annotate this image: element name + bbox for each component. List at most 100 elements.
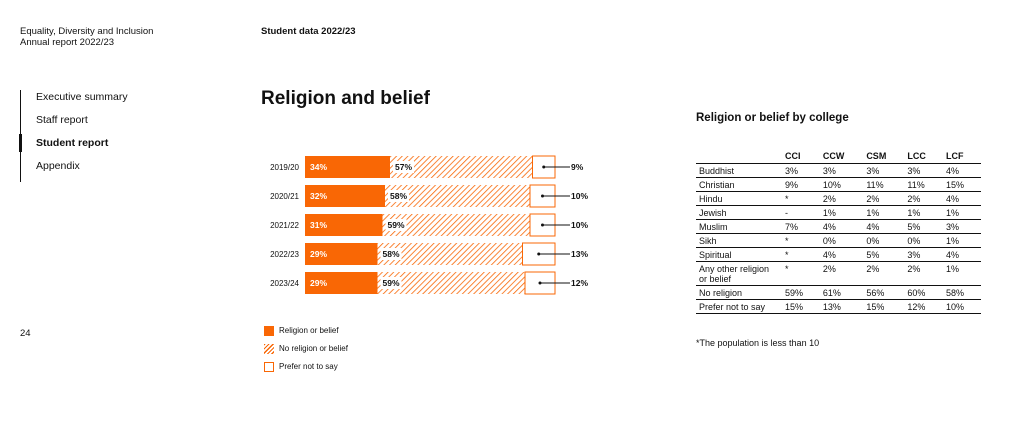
table-cell: 2% [819, 191, 864, 206]
table-cell: 3% [943, 219, 981, 234]
religion-by-college-table: CCI CCW CSM LCC LCF Buddhist 3% 3% 3% 3% 4% Christ… [696, 150, 981, 314]
section-nav: Executive summary Staff report Student r… [19, 90, 128, 182]
data-label-bg [380, 277, 402, 289]
table-cell: 2% [904, 261, 944, 286]
table-cell: 3% [819, 163, 864, 178]
table-row: Spiritual * 4% 5% 3% 4% [696, 247, 981, 262]
data-label: 31% [310, 220, 327, 230]
data-label: 59% [382, 278, 399, 288]
data-label: 10% [571, 191, 588, 201]
table-cell: 2% [863, 261, 905, 286]
table-cell: 0% [863, 233, 905, 248]
nav-item-executive-summary[interactable]: Executive summary [36, 91, 128, 103]
table-cell: 2% [904, 191, 944, 206]
data-label-bg [380, 248, 402, 260]
table-cell: 0% [819, 233, 864, 248]
table-cell: 10% [819, 177, 864, 192]
table-cell: 9% [782, 177, 820, 192]
table-row: Hindu * 2% 2% 2% 4% [696, 191, 981, 206]
table-cell: 4% [863, 219, 905, 234]
legend-swatch-prefer-not [264, 361, 274, 372]
table-row: Prefer not to say 15% 13% 15% 12% 10% [696, 299, 981, 314]
column-header-cci: CCI [782, 150, 820, 164]
table-cell: 15% [782, 299, 820, 314]
data-label: 10% [571, 220, 588, 230]
table-cell: 2% [819, 261, 864, 286]
table-cell: 5% [904, 219, 944, 234]
bar-religion [305, 272, 378, 294]
table-cell: 2% [863, 191, 905, 206]
table-cell: 3% [904, 163, 944, 178]
data-label-bg [393, 161, 414, 173]
legend-swatch-religion [264, 325, 274, 336]
table-cell: * [782, 261, 820, 286]
table-cell: 4% [819, 219, 864, 234]
legend-swatch-no-religion [264, 343, 274, 354]
table-title: Religion or belief by college [696, 112, 849, 124]
nav-item-appendix[interactable]: Appendix [36, 160, 80, 172]
report-title-line1: Equality, Diversity and Inclusion [20, 26, 154, 37]
category-label: 2019/20 [270, 163, 299, 172]
table-cell: * [782, 191, 820, 206]
data-label: 58% [382, 249, 399, 259]
bar-religion [305, 156, 390, 178]
nav-item-staff-report[interactable]: Staff report [36, 114, 88, 126]
row-label: Buddhist [696, 163, 782, 178]
table-cell: 15% [943, 177, 981, 192]
table-cell: - [782, 205, 820, 220]
table-cell: 1% [819, 205, 864, 220]
table-cell: * [782, 247, 820, 262]
table-cell: 60% [904, 285, 944, 300]
table-cell: 58% [943, 285, 981, 300]
table-cell: 13% [819, 299, 864, 314]
bar-no-religion [390, 156, 533, 178]
legend-item-religion: Religion or belief [264, 325, 348, 336]
data-label: 12% [571, 278, 588, 288]
bar-religion [305, 214, 383, 236]
table-row: Muslim 7% 4% 4% 5% 3% [696, 219, 981, 234]
legend-label-no-religion: No religion or belief [279, 344, 348, 353]
row-label: Any other religion or belief [696, 261, 782, 286]
table-row: Christian 9% 10% 11% 11% 15% [696, 177, 981, 192]
table-cell: 0% [904, 233, 944, 248]
nav-item-student-report[interactable]: Student report [19, 134, 128, 159]
table-header-row: CCI CCW CSM LCC LCF [696, 150, 981, 164]
category-label: 2022/23 [270, 250, 299, 259]
table-row: Buddhist 3% 3% 3% 3% 4% [696, 163, 981, 178]
page-title: Religion and belief [261, 88, 430, 109]
table-row: No religion 59% 61% 56% 60% 58% [696, 285, 981, 300]
table-cell: 10% [943, 299, 981, 314]
table-cell: 4% [943, 191, 981, 206]
row-label: Jewish [696, 205, 782, 220]
table-cell: 3% [863, 163, 905, 178]
table-cell: 1% [943, 233, 981, 248]
table-cell: 11% [904, 177, 944, 192]
column-header-lcc: LCC [904, 150, 944, 164]
table-cell: 15% [863, 299, 905, 314]
bar-no-religion [377, 272, 525, 294]
legend-label-religion: Religion or belief [279, 326, 339, 335]
table-cell: 1% [943, 205, 981, 220]
table-cell: 11% [863, 177, 905, 192]
column-header-label [696, 150, 782, 164]
table-cell: * [782, 233, 820, 248]
bar-religion [305, 185, 385, 207]
row-label: No religion [696, 285, 782, 300]
bar-no-religion [382, 214, 530, 236]
table-cell: 4% [819, 247, 864, 262]
bar-no-religion [377, 243, 523, 265]
table-row: Jewish -1% 1% 1% 1% [696, 205, 981, 220]
table-row: Any other religion or belief * 2% 2% 2% 1% [696, 261, 981, 286]
data-label: 57% [395, 162, 412, 172]
stacked-bar-chart: 2019/20 34% 57% 9% 2020/21 32% 58% 10% 2021/22 31… [270, 155, 588, 295]
table-cell: 1% [943, 261, 981, 286]
bar-no-religion [385, 185, 530, 207]
data-label: 29% [310, 278, 327, 288]
row-label: Prefer not to say [696, 299, 782, 314]
section-header: Student data 2022/23 [261, 26, 356, 37]
table-cell: 1% [863, 205, 905, 220]
row-label: Muslim [696, 219, 782, 234]
table-cell: 5% [863, 247, 905, 262]
table-cell: 56% [863, 285, 905, 300]
chart-legend: Religion or belief No religion or belief… [264, 325, 348, 379]
